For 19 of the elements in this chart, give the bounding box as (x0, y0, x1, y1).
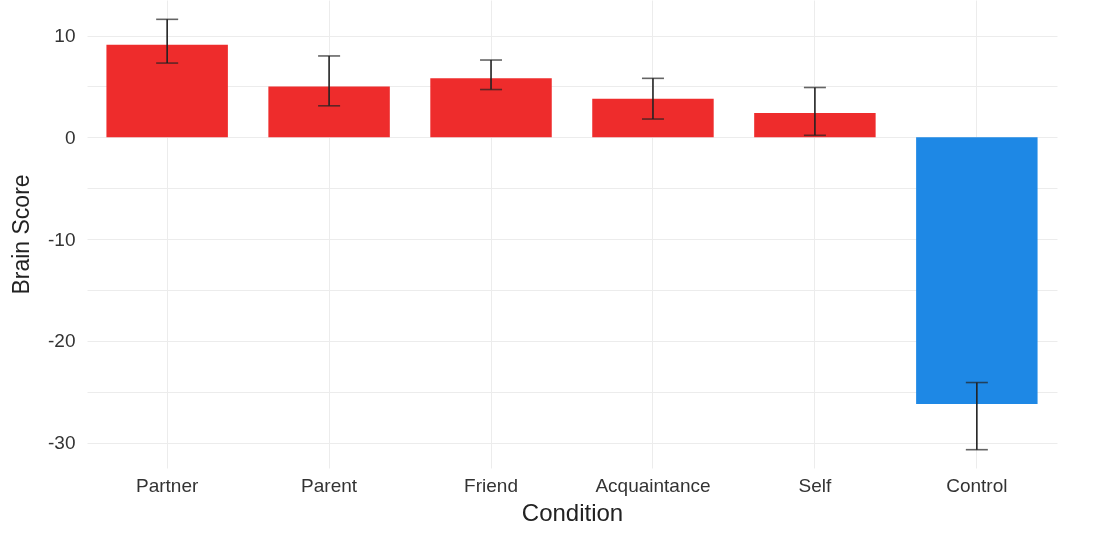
y-tick-label: -10 (48, 228, 76, 250)
y-axis-title: Brain Score (8, 174, 35, 295)
bar (592, 98, 714, 138)
bar (268, 86, 390, 138)
y-tick-label: -30 (48, 432, 76, 454)
bar (916, 137, 1038, 404)
bar (430, 78, 552, 138)
y-tick-label: 0 (64, 126, 76, 148)
x-tick-label: Self (798, 474, 832, 496)
x-tick-label: Control (946, 474, 1008, 496)
x-tick-label: Parent (301, 474, 358, 496)
x-tick-label: Partner (136, 474, 199, 496)
x-tick-label: Acquaintance (595, 474, 711, 496)
x-axis-title: Condition (521, 498, 624, 526)
x-tick-label: Friend (464, 474, 518, 496)
y-tick-label: -20 (48, 330, 76, 352)
y-tick-label: 10 (54, 25, 76, 47)
bar (106, 44, 228, 138)
bar (754, 112, 876, 138)
